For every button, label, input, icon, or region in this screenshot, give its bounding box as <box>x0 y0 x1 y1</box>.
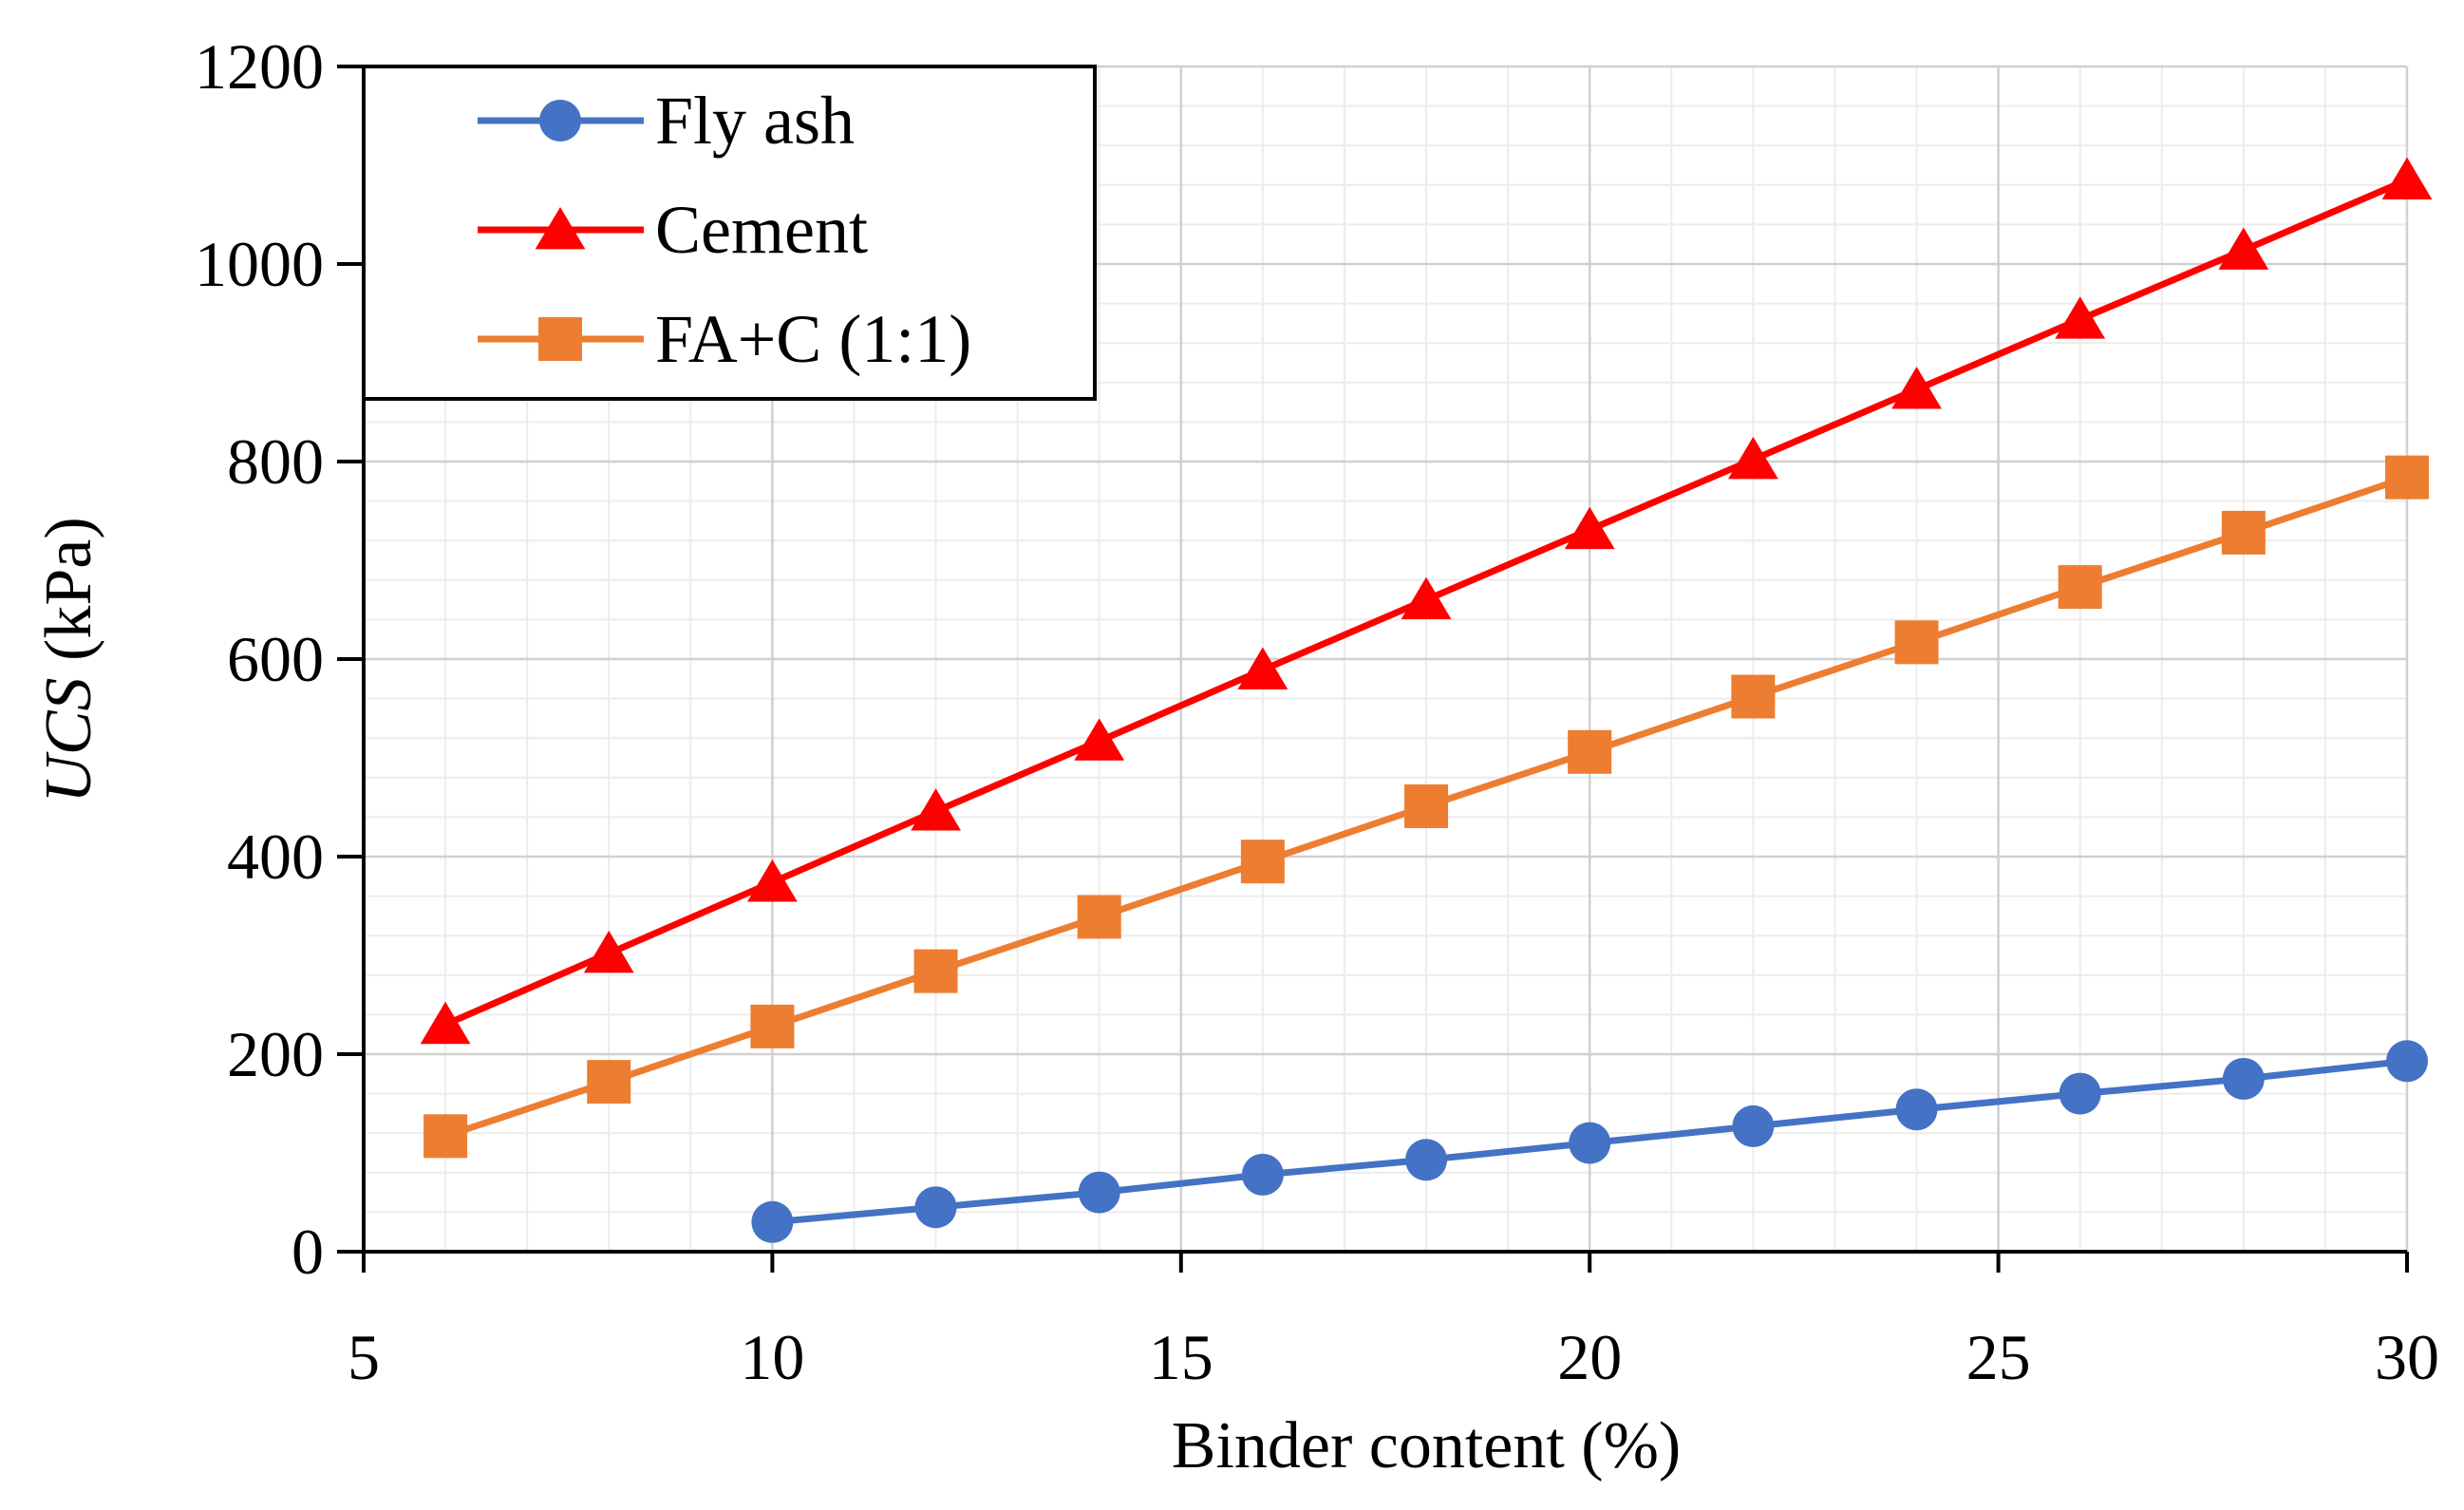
data-point-cement <box>1727 436 1778 480</box>
data-point-cement <box>1237 647 1288 689</box>
legend-entry-fa-c-1-1: FA+C (1:1) <box>478 301 971 377</box>
legend-label-fly-ash: Fly ash <box>655 83 855 159</box>
data-point-fly-ash <box>1895 1088 1938 1131</box>
data-point-cement <box>1891 367 1942 409</box>
data-point-cement <box>2218 227 2269 270</box>
legend-marker-fly-ash <box>539 100 581 142</box>
x-tick-label: 10 <box>740 1321 804 1393</box>
data-point-fa-c-1-1 <box>1077 895 1121 939</box>
data-point-fly-ash <box>1241 1153 1284 1196</box>
data-point-fa-c-1-1 <box>913 949 958 993</box>
data-point-fly-ash <box>2059 1072 2101 1115</box>
data-point-fly-ash <box>1405 1139 1448 1181</box>
series-cement <box>420 157 2433 1045</box>
data-point-fa-c-1-1 <box>2385 455 2429 500</box>
data-point-fa-c-1-1 <box>2058 565 2102 610</box>
x-tick-label: 20 <box>1557 1321 1622 1393</box>
y-tick-label: 1200 <box>195 30 324 103</box>
axes: 0 200 400 600 800 1000 1200 5 10 15 20 25 30 <box>195 30 2439 1393</box>
data-point-cement <box>1564 506 1615 550</box>
data-point-cement <box>747 859 798 902</box>
y-tick-label: 1000 <box>195 228 324 300</box>
series-fly-ash <box>751 1040 2428 1243</box>
y-tick-label: 800 <box>227 425 324 498</box>
y-tick-label: 400 <box>227 821 324 893</box>
data-point-fa-c-1-1 <box>1731 674 1776 719</box>
legend-label-fa-c-1-1: FA+C (1:1) <box>655 301 971 377</box>
y-tick-label: 0 <box>292 1216 324 1288</box>
data-point-fa-c-1-1 <box>1240 840 1285 884</box>
y-axis-title-unit: (kPa) <box>32 517 105 677</box>
data-point-fa-c-1-1 <box>1568 729 1612 774</box>
data-point-cement <box>2055 296 2106 339</box>
data-point-cement <box>911 788 961 831</box>
x-tick-label: 30 <box>2375 1321 2439 1393</box>
data-point-fly-ash <box>2222 1058 2265 1100</box>
legend-marker-fa-c-1-1 <box>538 317 582 361</box>
data-point-cement <box>2381 157 2433 199</box>
legend-entry-fly-ash: Fly ash <box>478 83 855 159</box>
series-fa-c-1-1 <box>423 455 2429 1159</box>
x-tick-label: 25 <box>1966 1321 2031 1393</box>
data-point-cement <box>1074 718 1125 761</box>
data-point-cement <box>583 930 634 973</box>
data-point-fa-c-1-1 <box>2221 510 2266 555</box>
y-axis-title: UCS (kPa) <box>32 517 105 802</box>
data-point-fa-c-1-1 <box>1404 783 1449 828</box>
y-tick-label: 200 <box>227 1018 324 1090</box>
data-point-fa-c-1-1 <box>423 1114 468 1159</box>
major-gridlines <box>364 65 2409 1252</box>
data-point-fly-ash <box>1732 1104 1775 1147</box>
legend-label-cement: Cement <box>655 192 868 268</box>
y-tick-label: 600 <box>227 623 324 695</box>
data-point-fly-ash <box>2386 1040 2428 1083</box>
data-point-cement <box>420 1001 471 1045</box>
x-tick-label: 5 <box>348 1321 380 1393</box>
x-axis-title: Binder content (%) <box>1172 1409 1681 1482</box>
legend-marker-cement <box>535 207 586 250</box>
data-point-fly-ash <box>1078 1171 1120 1214</box>
data-point-fly-ash <box>751 1200 794 1243</box>
y-axis-title-italic: UCS <box>32 677 105 802</box>
data-point-fly-ash <box>1569 1122 1611 1164</box>
data-point-fa-c-1-1 <box>587 1060 631 1104</box>
series-layer <box>420 157 2433 1243</box>
data-point-cement <box>1401 576 1452 619</box>
x-tick-label: 15 <box>1149 1321 1213 1393</box>
data-point-fa-c-1-1 <box>1894 620 1939 665</box>
legend: Fly ash Cement FA+C (1:1) <box>362 65 1097 401</box>
legend-entry-cement: Cement <box>478 192 868 268</box>
data-point-fly-ash <box>914 1186 957 1229</box>
data-point-fa-c-1-1 <box>750 1004 795 1048</box>
